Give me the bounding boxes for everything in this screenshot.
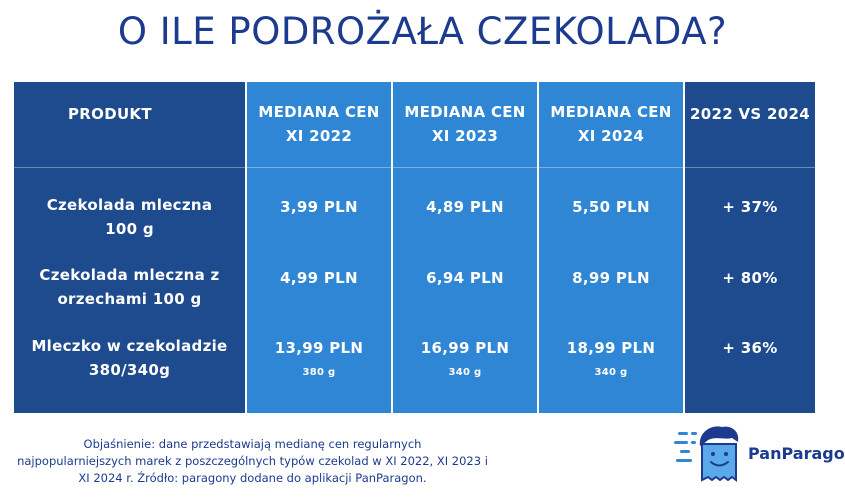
row-2-product: Czekolada mleczna z orzechami 100 g (14, 263, 245, 311)
header-product: PRODUKT (14, 102, 245, 126)
row-3-weight-2024: 340 g (594, 367, 628, 378)
column-2023: MEDIANA CEN XI 2023 4,89 PLN 6,94 PLN 16… (393, 82, 537, 413)
header-2022-line-1: MEDIANA CEN (258, 103, 380, 121)
header-2023-line-1: MEDIANA CEN (404, 103, 526, 121)
column-2024: MEDIANA CEN XI 2024 5,50 PLN 8,99 PLN 18… (539, 82, 683, 413)
header-divider (393, 167, 537, 168)
row-3-weight-2022: 380 g (302, 367, 336, 378)
panparagon-mascot-icon (674, 426, 739, 482)
column-change: 2022 VS 2024 + 37% + 80% + 36% (685, 82, 815, 413)
row-3-change: + 36% (722, 339, 778, 357)
header-2023: MEDIANA CEN XI 2023 (393, 100, 537, 148)
footnote-line-1: Objaśnienie: dane przedstawiają medianę … (83, 437, 422, 451)
header-product-label: PRODUKT (68, 105, 152, 123)
row-2-price-2022: 4,99 PLN (280, 269, 358, 287)
row-1-product: Czekolada mleczna 100 g (14, 193, 245, 241)
row-3-product: Mleczko w czekoladzie 380/340g (14, 334, 245, 382)
row-3-price-2024: 18,99 PLN (566, 339, 656, 357)
row-2-price-2024: 8,99 PLN (572, 269, 650, 287)
row-3-product-line-2: 380/340g (88, 361, 171, 379)
header-divider (247, 167, 391, 168)
row-3-price-2023: 16,99 PLN (420, 339, 510, 357)
header-change-label: 2022 VS 2024 (690, 105, 810, 123)
header-divider (539, 167, 683, 168)
footnote: Objaśnienie: dane przedstawiają medianę … (0, 436, 505, 487)
footnote-line-2: najpopularniejszych marek z poszczególny… (17, 454, 488, 468)
row-1-product-line-1: Czekolada mleczna (46, 196, 213, 214)
header-2023-line-2: XI 2023 (431, 127, 499, 145)
footnote-line-3: XI 2024 r. Źródło: paragony dodane do ap… (78, 471, 427, 485)
row-2-change: + 80% (722, 269, 778, 287)
header-2024-line-2: XI 2024 (577, 127, 645, 145)
row-2-product-line-1: Czekolada mleczna z (39, 266, 220, 284)
header-divider (685, 167, 815, 168)
page-title: O ILE PODROŻAŁA CZEKOLADA? (117, 10, 728, 53)
header-2024-line-1: MEDIANA CEN (550, 103, 672, 121)
header-change: 2022 VS 2024 (685, 102, 815, 126)
row-3-weight-2023: 340 g (448, 367, 482, 378)
header-2022-line-2: XI 2022 (285, 127, 353, 145)
row-3-price-2022: 13,99 PLN (274, 339, 364, 357)
column-2022: MEDIANA CEN XI 2022 3,99 PLN 4,99 PLN 13… (247, 82, 391, 413)
row-1-change: + 37% (722, 198, 778, 216)
header-2024: MEDIANA CEN XI 2024 (539, 100, 683, 148)
row-3-product-line-1: Mleczko w czekoladzie (31, 337, 228, 355)
header-divider (14, 167, 245, 168)
row-1-price-2024: 5,50 PLN (572, 198, 650, 216)
price-table: PRODUKT Czekolada mleczna 100 g Czekolad… (14, 82, 815, 413)
row-1-product-line-2: 100 g (105, 220, 154, 238)
row-1-price-2022: 3,99 PLN (280, 198, 358, 216)
row-2-product-line-2: orzechami 100 g (57, 290, 202, 308)
header-2022: MEDIANA CEN XI 2022 (247, 100, 391, 148)
row-2-price-2023: 6,94 PLN (426, 269, 504, 287)
row-1-price-2023: 4,89 PLN (426, 198, 504, 216)
column-product: PRODUKT Czekolada mleczna 100 g Czekolad… (14, 82, 245, 413)
panparagon-logo-text: PanParagon (748, 444, 845, 463)
